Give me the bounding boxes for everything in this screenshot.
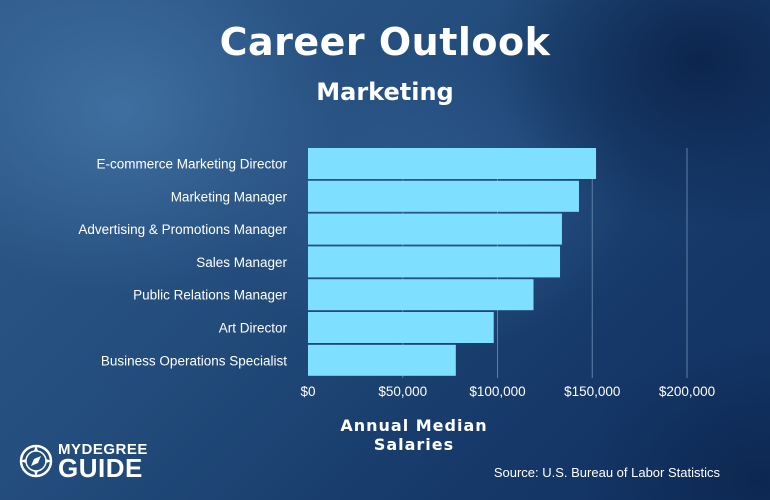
source-note: Source: U.S. Bureau of Labor Statistics bbox=[493, 465, 720, 480]
bar bbox=[308, 312, 494, 343]
x-axis-label: Annual Median Salaries bbox=[340, 416, 488, 454]
chart-title: Career Outlook bbox=[219, 20, 551, 64]
category-label: Advertising & Promotions Manager bbox=[78, 222, 287, 237]
logo-text-bottom: GUIDE bbox=[58, 452, 143, 483]
bar bbox=[308, 344, 456, 376]
logo: MYDEGREE GUIDE bbox=[18, 440, 148, 482]
bar bbox=[308, 279, 534, 311]
category-label: E-commerce Marketing Director bbox=[96, 157, 287, 172]
category-label: Art Director bbox=[219, 321, 288, 336]
x-tick-label: $150,000 bbox=[564, 384, 620, 399]
bar bbox=[308, 148, 597, 179]
bar bbox=[308, 180, 579, 212]
category-label: Public Relations Manager bbox=[133, 288, 287, 303]
x-tick-label: $100,000 bbox=[469, 384, 525, 399]
x-tick-label: $0 bbox=[300, 384, 315, 399]
x-tick-label: $50,000 bbox=[378, 384, 427, 399]
category-label: Business Operations Specialist bbox=[101, 353, 287, 368]
category-label: Sales Manager bbox=[196, 255, 287, 270]
category-label: Marketing Manager bbox=[171, 189, 288, 204]
compass-icon bbox=[19, 444, 53, 478]
x-tick-label: $200,000 bbox=[659, 384, 715, 399]
chart-subtitle: Marketing bbox=[316, 78, 454, 106]
logo-text-top: MYDEGREE bbox=[58, 440, 148, 458]
bar bbox=[308, 213, 562, 245]
bar bbox=[308, 246, 561, 278]
